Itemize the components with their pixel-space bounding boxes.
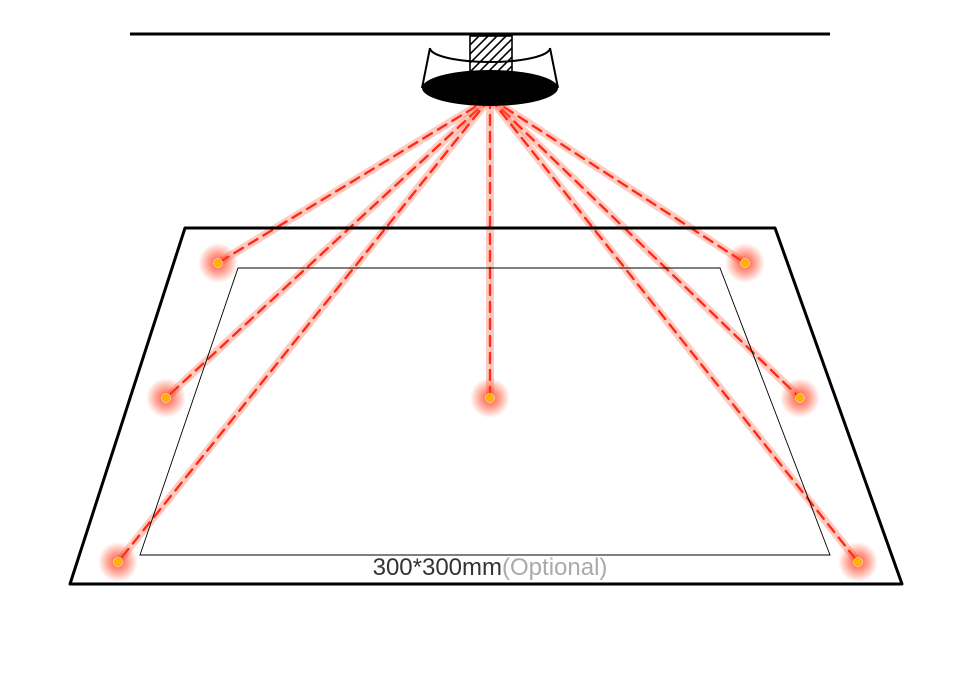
- probe-point: [162, 394, 171, 403]
- probe-point: [741, 259, 750, 268]
- probe-point: [854, 558, 863, 567]
- diagram-canvas: 300*300mm(Optional): [0, 0, 980, 679]
- probe-point: [114, 558, 123, 567]
- laser-beam: [490, 98, 858, 562]
- probe-point: [214, 259, 223, 268]
- probe-point: [796, 394, 805, 403]
- sensor-layer: [422, 36, 596, 106]
- dimension-label-sub: (Optional): [502, 554, 607, 581]
- dimension-label-main: 300*300mm: [373, 554, 502, 581]
- laser-lines-layer: [118, 98, 858, 562]
- probe-point: [486, 394, 495, 403]
- sensor-bottom: [422, 70, 558, 106]
- dimension-label: 300*300mm(Optional): [373, 554, 608, 581]
- label-layer: 300*300mm(Optional): [373, 554, 608, 581]
